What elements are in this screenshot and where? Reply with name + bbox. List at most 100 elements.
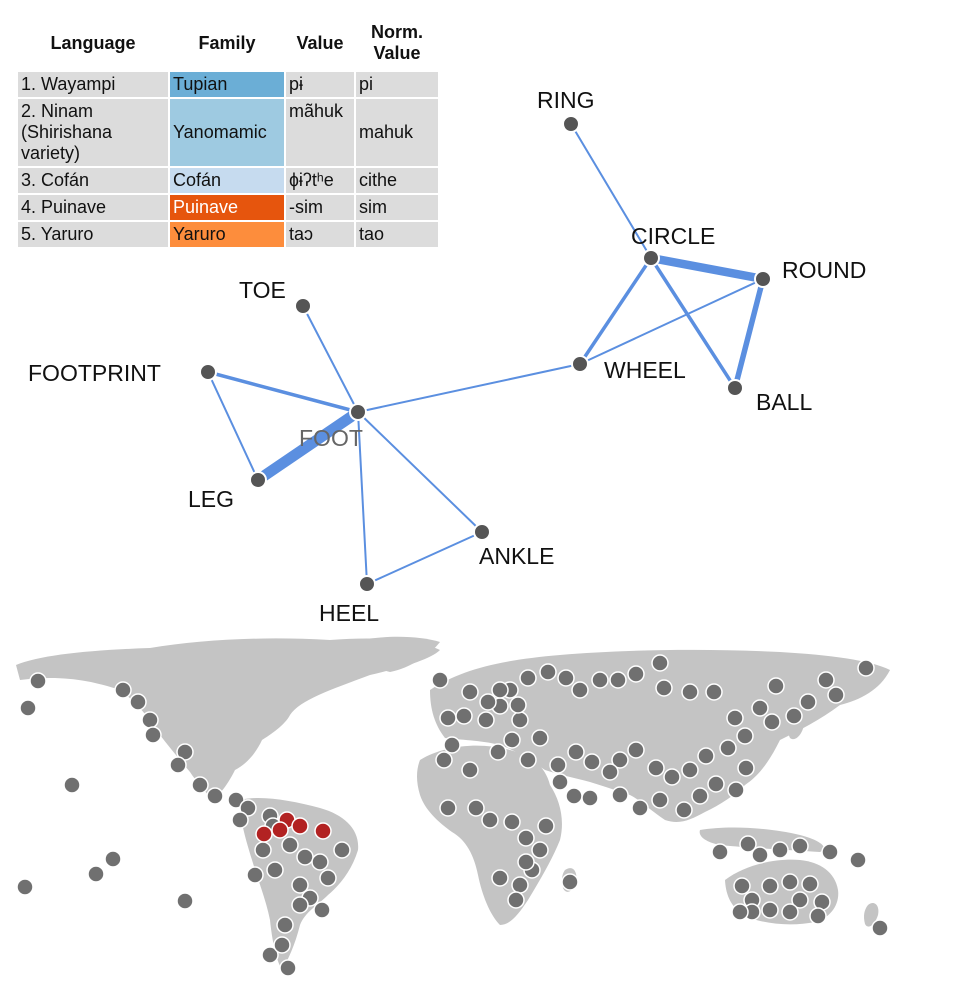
node-circle[interactable] <box>642 249 660 267</box>
language-marker[interactable] <box>781 903 799 921</box>
highlighted-language-marker[interactable] <box>314 822 332 840</box>
language-marker[interactable] <box>809 907 827 925</box>
language-marker[interactable] <box>736 727 754 745</box>
language-marker[interactable] <box>857 659 875 677</box>
language-marker[interactable] <box>611 786 629 804</box>
language-marker[interactable] <box>871 919 889 937</box>
language-marker[interactable] <box>675 801 693 819</box>
language-marker[interactable] <box>191 776 209 794</box>
language-marker[interactable] <box>799 693 817 711</box>
language-marker[interactable] <box>507 891 525 909</box>
language-marker[interactable] <box>827 686 845 704</box>
language-marker[interactable] <box>581 789 599 807</box>
language-marker[interactable] <box>771 841 789 859</box>
language-marker[interactable] <box>655 679 673 697</box>
language-marker[interactable] <box>129 693 147 711</box>
language-marker[interactable] <box>719 739 737 757</box>
language-marker[interactable] <box>296 848 314 866</box>
language-marker[interactable] <box>479 693 497 711</box>
language-marker[interactable] <box>104 850 122 868</box>
language-marker[interactable] <box>627 665 645 683</box>
language-marker[interactable] <box>611 751 629 769</box>
language-marker[interactable] <box>767 677 785 695</box>
language-marker[interactable] <box>273 936 291 954</box>
language-marker[interactable] <box>705 683 723 701</box>
language-marker[interactable] <box>531 729 549 747</box>
language-marker[interactable] <box>557 669 575 687</box>
language-marker[interactable] <box>781 873 799 891</box>
language-marker[interactable] <box>311 853 329 871</box>
language-marker[interactable] <box>239 799 257 817</box>
language-marker[interactable] <box>681 761 699 779</box>
highlighted-language-marker[interactable] <box>271 821 289 839</box>
language-marker[interactable] <box>461 761 479 779</box>
language-marker[interactable] <box>651 654 669 672</box>
language-marker[interactable] <box>591 671 609 689</box>
language-marker[interactable] <box>279 959 297 977</box>
language-marker[interactable] <box>491 869 509 887</box>
language-marker[interactable] <box>461 683 479 701</box>
language-marker[interactable] <box>537 817 555 835</box>
language-marker[interactable] <box>631 799 649 817</box>
language-marker[interactable] <box>291 876 309 894</box>
language-marker[interactable] <box>467 799 485 817</box>
language-marker[interactable] <box>763 713 781 731</box>
language-marker[interactable] <box>431 671 449 689</box>
node-footprint[interactable] <box>199 363 217 381</box>
language-marker[interactable] <box>276 916 294 934</box>
language-marker[interactable] <box>266 861 284 879</box>
language-marker[interactable] <box>551 773 569 791</box>
language-marker[interactable] <box>491 681 509 699</box>
node-heel[interactable] <box>358 575 376 593</box>
language-marker[interactable] <box>519 669 537 687</box>
language-marker[interactable] <box>206 787 224 805</box>
language-marker[interactable] <box>481 811 499 829</box>
language-marker[interactable] <box>517 853 535 871</box>
language-marker[interactable] <box>733 877 751 895</box>
language-marker[interactable] <box>87 865 105 883</box>
language-marker[interactable] <box>227 791 245 809</box>
language-marker[interactable] <box>565 787 583 805</box>
node-wheel[interactable] <box>571 355 589 373</box>
language-marker[interactable] <box>313 901 331 919</box>
language-marker[interactable] <box>435 751 453 769</box>
language-marker[interactable] <box>254 841 272 859</box>
language-marker[interactable] <box>169 756 187 774</box>
language-marker[interactable] <box>455 707 473 725</box>
language-marker[interactable] <box>333 841 351 859</box>
language-marker[interactable] <box>231 811 249 829</box>
language-marker[interactable] <box>651 791 669 809</box>
language-marker[interactable] <box>791 891 809 909</box>
node-ball[interactable] <box>726 379 744 397</box>
language-marker[interactable] <box>176 892 194 910</box>
highlighted-language-marker[interactable] <box>255 825 273 843</box>
language-marker[interactable] <box>601 763 619 781</box>
node-foot[interactable] <box>349 403 367 421</box>
language-marker[interactable] <box>737 759 755 777</box>
language-marker[interactable] <box>511 711 529 729</box>
language-marker[interactable] <box>567 743 585 761</box>
language-marker[interactable] <box>726 709 744 727</box>
language-marker[interactable] <box>29 672 47 690</box>
language-marker[interactable] <box>16 878 34 896</box>
language-marker[interactable] <box>261 946 279 964</box>
language-marker[interactable] <box>571 681 589 699</box>
language-marker[interactable] <box>519 751 537 769</box>
language-marker[interactable] <box>801 875 819 893</box>
language-marker[interactable] <box>697 747 715 765</box>
language-marker[interactable] <box>246 866 264 884</box>
language-marker[interactable] <box>443 736 461 754</box>
language-marker[interactable] <box>707 775 725 793</box>
language-marker[interactable] <box>785 707 803 725</box>
language-marker[interactable] <box>821 843 839 861</box>
node-ankle[interactable] <box>473 523 491 541</box>
language-marker[interactable] <box>731 903 749 921</box>
language-marker[interactable] <box>549 756 567 774</box>
language-marker[interactable] <box>439 709 457 727</box>
language-marker[interactable] <box>114 681 132 699</box>
language-marker[interactable] <box>19 699 37 717</box>
language-marker[interactable] <box>681 683 699 701</box>
node-toe[interactable] <box>294 297 312 315</box>
node-round[interactable] <box>754 270 772 288</box>
language-marker[interactable] <box>663 768 681 786</box>
